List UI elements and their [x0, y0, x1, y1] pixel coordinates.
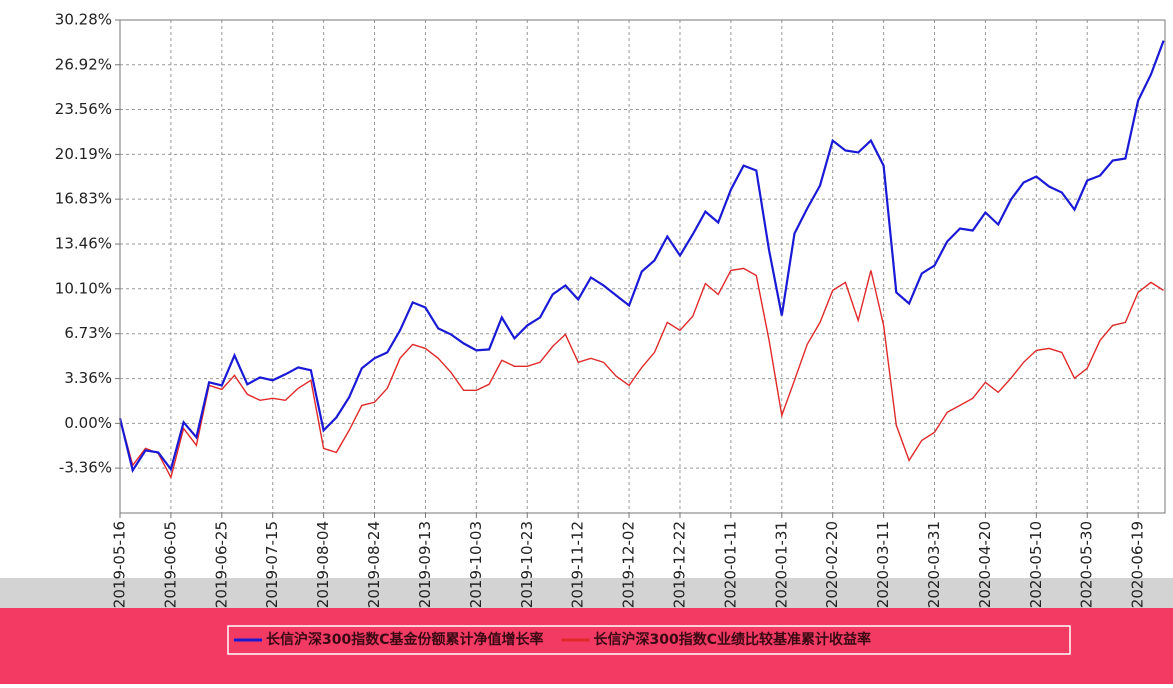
x-tick-label: 2019-06-25: [212, 521, 230, 608]
x-tick-label: 2019-10-23: [518, 521, 536, 608]
x-tick-label: 2019-12-22: [670, 521, 688, 608]
x-tick-label: 2020-03-31: [925, 521, 943, 608]
data-line: [118, 40, 1165, 474]
y-tick-label: 20.19%: [55, 145, 112, 163]
x-tick-label: 2019-12-02: [620, 521, 638, 608]
x-tick-label: 2020-01-31: [772, 521, 790, 608]
x-tick-label: 2019-06-05: [161, 521, 179, 608]
y-tick-label: 10.10%: [55, 279, 112, 297]
y-tick-label: 30.28%: [55, 11, 112, 29]
x-tick-label: 2020-05-10: [1027, 521, 1045, 608]
y-tick-label: 26.92%: [55, 55, 112, 73]
x-tick-label: 2019-08-24: [365, 521, 383, 608]
legend-label: 长信沪深300指数C业绩比较基准累计收益率: [594, 631, 872, 648]
x-tick-label: 2020-04-20: [976, 521, 994, 608]
x-tick-label: 2019-09-13: [416, 521, 434, 608]
data-line: [119, 267, 1164, 480]
y-tick-label: 23.56%: [55, 100, 112, 118]
x-tick-label: 2019-08-04: [314, 521, 332, 608]
x-tick-label: 2020-06-19: [1129, 521, 1147, 608]
y-tick-label: 16.83%: [55, 190, 112, 208]
y-tick-label: 3.36%: [64, 369, 112, 387]
x-tick-label: 2019-11-12: [569, 521, 587, 608]
x-tick-label: 2020-03-11: [874, 521, 892, 608]
y-tick-label: 6.73%: [64, 324, 112, 342]
legend-box: [227, 625, 1071, 655]
legend-label: 长信沪深300指数C基金份额累计净值增长率: [266, 631, 544, 648]
x-tick-label: 2019-07-15: [263, 521, 281, 608]
x-tick-label: 2019-05-16: [111, 521, 129, 608]
x-tick-label: 2020-01-11: [721, 521, 739, 608]
x-tick-label: 2020-02-20: [823, 521, 841, 608]
y-tick-label: 13.46%: [55, 235, 112, 253]
x-tick-label: 2019-10-03: [467, 521, 485, 608]
y-tick-label: -3.36%: [59, 459, 112, 477]
x-tick-label: 2020-05-30: [1078, 521, 1096, 608]
plot-frame: [119, 19, 1166, 514]
plot-area: [115, 19, 1165, 518]
y-tick-label: 0.00%: [64, 414, 112, 432]
overlay-band: [0, 578, 1173, 608]
